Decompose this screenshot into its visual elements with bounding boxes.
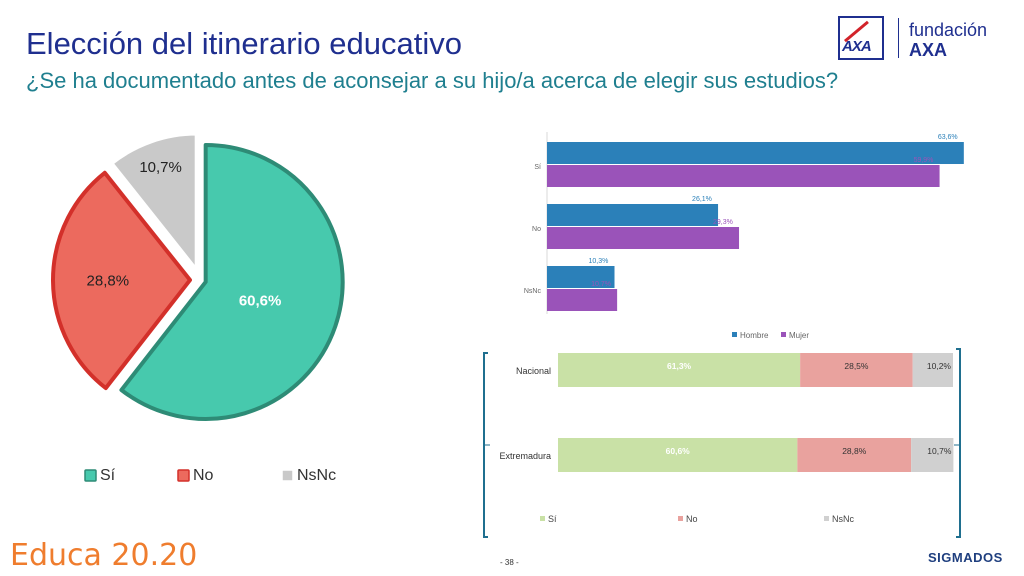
bar-hombre — [547, 142, 964, 164]
bar-value-label: 29,3% — [713, 219, 733, 226]
logo-line1: fundación — [909, 20, 988, 40]
pie-chart: 60,6% 28,8% 10,7% Sí No NsNc — [51, 131, 345, 484]
legend-swatch — [678, 516, 683, 521]
bar-value-label: 63,6% — [938, 134, 958, 141]
bar-value-label: 10,3% — [589, 258, 609, 265]
stacked-value-label: 61,3% — [667, 361, 692, 371]
legend-label: No — [686, 514, 698, 524]
pie-slice-no — [51, 170, 192, 391]
legend-label: NsNc — [832, 514, 854, 524]
page-title: Elección del itinerario educativo — [26, 26, 462, 61]
sigmados-logo: SIGMADOS — [928, 550, 1003, 565]
axa-logo-box — [838, 16, 884, 60]
legend-label: Mujer — [789, 331, 809, 340]
logo-line2: AXA — [909, 40, 948, 60]
legend-label: Sí — [100, 467, 116, 484]
bar-mujer — [547, 165, 940, 187]
category-label: Sí — [534, 164, 541, 171]
pie-label: 60,6% — [239, 293, 282, 310]
stacked-value-label: 28,5% — [844, 361, 869, 371]
category-label: NsNc — [524, 288, 542, 295]
bar-mujer — [547, 227, 740, 249]
legend-swatch — [540, 516, 545, 521]
page-number: - 38 - — [500, 558, 519, 567]
stacked-bar-nsnc — [911, 438, 954, 472]
bar-value-label: 26,1% — [692, 196, 712, 203]
stacked-bar-si — [558, 353, 801, 387]
category-label: Extremadura — [499, 451, 551, 461]
legend-label: NsNc — [297, 467, 336, 484]
stacked-value-label: 60,6% — [666, 446, 691, 456]
bar-value-label: 59,9% — [914, 157, 934, 164]
legend-swatch — [824, 516, 829, 521]
stacked-bar-no — [800, 353, 913, 387]
bracket-right — [956, 348, 961, 538]
legend-swatch — [177, 469, 190, 482]
stacked-bar-nsnc — [912, 353, 953, 387]
bar-mujer — [547, 289, 618, 311]
bar-hombre — [547, 204, 719, 226]
category-label: No — [532, 226, 541, 233]
stacked-value-label: 10,7% — [927, 446, 952, 456]
bar-value-label: 10,7% — [591, 281, 611, 288]
legend-label: No — [193, 467, 214, 484]
stacked-bar-si — [558, 438, 798, 472]
stacked-value-label: 28,8% — [842, 446, 867, 456]
pie-slice-nsnc — [109, 131, 199, 273]
bar-hombre — [547, 266, 615, 288]
logo-separator — [898, 18, 899, 58]
axa-logo-text: AXA — [842, 38, 872, 55]
stacked-bar-chart: Nacional 61,3% 28,5% 10,2% Extremadura 60,6% 2… — [483, 348, 961, 538]
category-label: Nacional — [516, 366, 551, 376]
gender-bar-chart: Sí 63,6% 59,9% No 26,1% 29,3% NsNc 10,3% 10,7% Ho… — [524, 132, 964, 340]
stacked-value-label: 10,2% — [927, 361, 952, 371]
legend-swatch — [781, 332, 786, 337]
legend-swatch — [84, 469, 97, 482]
legend-swatch — [732, 332, 737, 337]
pie-label: 28,8% — [87, 272, 130, 289]
fundacion-axa-logo: AXA fundación AXA — [838, 16, 1008, 64]
pie-label: 10,7% — [139, 159, 182, 176]
educa-logo: Educa 20.20 — [10, 538, 198, 573]
pie-slice-si — [119, 142, 345, 421]
legend-swatch — [281, 469, 294, 482]
stacked-bar-no — [797, 438, 912, 472]
legend-label: Sí — [548, 514, 557, 524]
legend-label: Hombre — [740, 331, 769, 340]
page-subtitle: ¿Se ha documentado antes de aconsejar a … — [26, 68, 839, 93]
